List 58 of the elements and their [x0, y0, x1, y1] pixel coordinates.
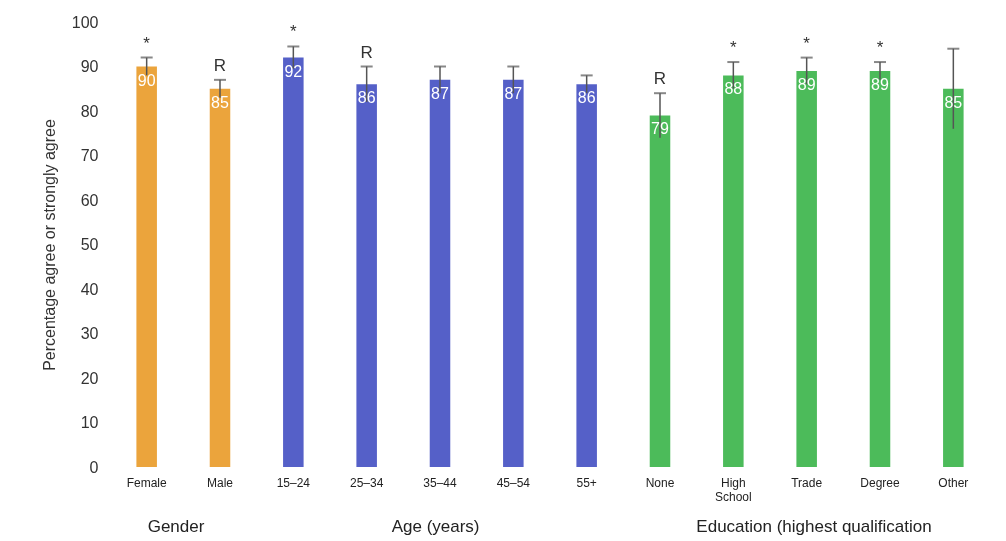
data-label: 88 — [724, 80, 743, 98]
data-label: 86 — [577, 89, 596, 107]
bar — [209, 88, 231, 467]
y-tick-label: 90 — [80, 58, 99, 75]
y-tick-label: 70 — [80, 147, 99, 164]
data-label: 87 — [504, 84, 523, 102]
y-tick-label: 0 — [89, 458, 99, 476]
data-label: 85 — [211, 93, 229, 111]
annotation: R — [213, 55, 227, 75]
data-label: 92 — [284, 62, 303, 80]
bar — [576, 84, 597, 467]
y-tick-label: 100 — [71, 13, 99, 31]
bar — [943, 88, 964, 467]
y-tick-label: 20 — [80, 369, 99, 387]
annotation: * — [803, 33, 811, 53]
x-tick-label: Trade — [791, 475, 823, 490]
x-tick-label: 45–54 — [496, 475, 531, 490]
bar — [869, 70, 891, 467]
text: Age (years) — [391, 517, 480, 536]
y-tick-label: 80 — [80, 102, 99, 120]
text: Gender — [147, 517, 205, 536]
y-tick-label: 50 — [80, 236, 99, 253]
y-tick-label: 30 — [80, 325, 99, 342]
data-label: 87 — [431, 84, 449, 102]
bar — [356, 84, 377, 467]
x-tick-label: Other — [938, 475, 969, 490]
x-tick-label: High School — [714, 475, 752, 504]
data-label: 90 — [137, 71, 156, 89]
x-tick-label: 25–34 — [349, 475, 384, 490]
bar — [723, 75, 744, 467]
data-label: 86 — [357, 89, 376, 107]
annotation: * — [290, 22, 298, 42]
x-tick-label: 55+ — [576, 475, 597, 490]
x-tick-label: None — [645, 475, 675, 490]
x-tick-label: Female — [126, 475, 167, 490]
annotation: R — [653, 69, 667, 89]
y-axis-title: Percentage agree or strongly agree — [40, 119, 58, 371]
x-tick-label: 15–24 — [276, 475, 311, 490]
data-label: 89 — [871, 75, 889, 93]
bar — [649, 115, 671, 467]
annotation: * — [876, 38, 884, 58]
y-tick-label: 60 — [80, 191, 99, 209]
bar — [503, 79, 524, 467]
annotation: * — [143, 33, 151, 53]
bar — [796, 70, 817, 467]
y-tick-label: 10 — [80, 414, 99, 431]
y-tick-label: 40 — [80, 280, 99, 298]
data-label: 79 — [651, 120, 669, 138]
data-label: 89 — [797, 75, 816, 93]
text: Education (highest qualification — [696, 517, 932, 536]
annotation: * — [730, 38, 738, 58]
bar — [283, 57, 304, 467]
x-tick-label: 35–44 — [423, 475, 458, 490]
x-tick-label: Degree — [860, 475, 900, 490]
annotation: R — [360, 42, 373, 62]
x-tick-label: Male — [206, 475, 234, 490]
bar — [429, 79, 451, 467]
bar — [136, 66, 157, 467]
